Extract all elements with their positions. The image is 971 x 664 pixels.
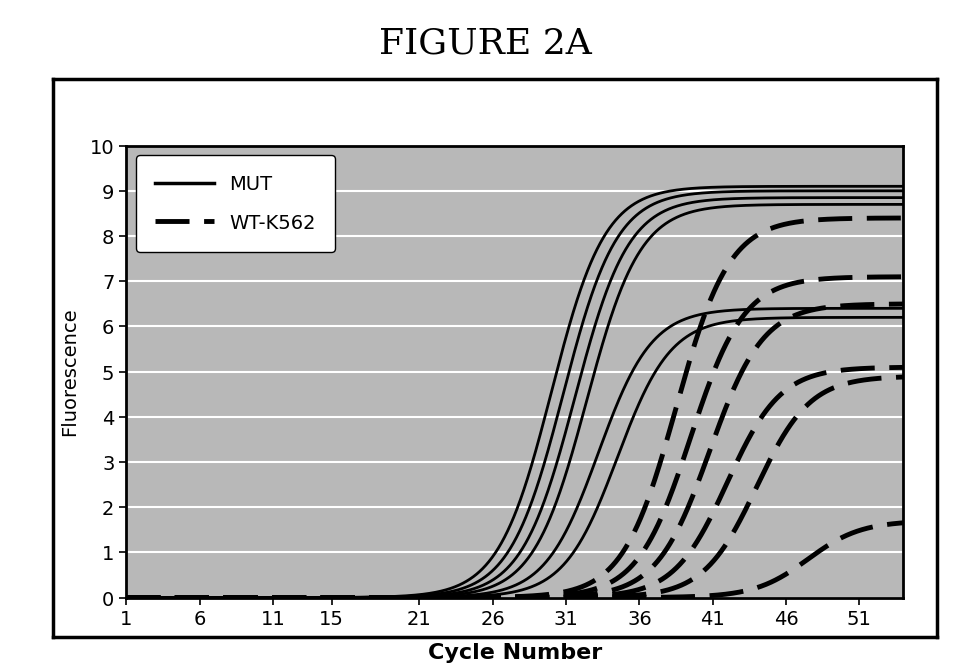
Text: FIGURE 2A: FIGURE 2A bbox=[379, 26, 592, 60]
Legend: MUT, WT-K562: MUT, WT-K562 bbox=[136, 156, 335, 252]
Y-axis label: Fluorescence: Fluorescence bbox=[59, 307, 79, 436]
X-axis label: Cycle Number: Cycle Number bbox=[427, 642, 602, 662]
